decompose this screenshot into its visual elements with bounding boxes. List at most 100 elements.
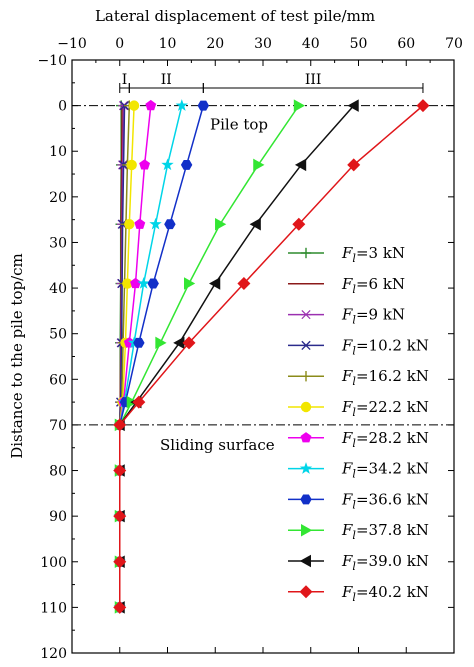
legend-item: Fl=3 kN	[288, 244, 405, 265]
series-11	[113, 99, 359, 614]
y-tick-label: 90	[49, 509, 67, 525]
marker-stroke	[301, 340, 311, 351]
legend-label: Fl=3 kN	[341, 244, 405, 265]
marker-shape	[299, 462, 313, 474]
legend-item: Fl=37.8 kN	[288, 521, 429, 542]
x-tick-label: 50	[350, 36, 368, 52]
marker-shape	[183, 277, 196, 290]
marker-shape	[149, 217, 162, 230]
data-point	[147, 278, 159, 289]
legend-label: Fl=6 kN	[341, 275, 405, 296]
y-tick-label: 30	[49, 235, 67, 251]
legend-label: Fl=9 kN	[341, 306, 405, 327]
data-point	[149, 217, 162, 230]
data-point	[301, 523, 313, 537]
data-point	[300, 432, 312, 443]
y-tick-label: 120	[40, 646, 67, 662]
marker-shape	[132, 395, 146, 409]
data-point	[133, 337, 145, 348]
marker-shape	[294, 158, 307, 172]
marker-shape	[164, 219, 176, 230]
x-tick-label: −10	[57, 36, 87, 52]
series-line	[119, 105, 300, 608]
y-tick-label: −10	[37, 53, 67, 69]
legend: Fl=3 kN Fl=6 kN Fl=9 kN Fl=10.2 kN Fl=16.2 k…	[288, 244, 429, 604]
marker-shape	[155, 336, 167, 350]
data-point	[126, 159, 137, 171]
data-point	[175, 99, 189, 111]
stage-label: I	[122, 72, 128, 88]
marker-shape	[139, 159, 151, 170]
data-point	[113, 600, 127, 614]
marker-shape	[253, 158, 265, 172]
data-point	[416, 99, 430, 113]
data-point	[128, 100, 140, 111]
x-tick-label: 10	[159, 36, 177, 52]
data-point	[301, 340, 311, 351]
data-point	[145, 99, 157, 111]
marker-shape	[301, 523, 313, 537]
legend-item: Fl=10.2 kN	[288, 336, 429, 357]
marker-shape	[133, 337, 145, 348]
data-point	[122, 278, 133, 289]
data-point	[299, 554, 311, 568]
marker-shape	[180, 159, 193, 170]
marker-shape	[113, 600, 127, 614]
legend-item: Fl=9 kN	[288, 306, 405, 327]
data-point	[161, 158, 174, 171]
marker-shape	[113, 418, 127, 432]
data-point	[180, 159, 193, 170]
data-point	[299, 462, 313, 474]
marker-shape	[299, 554, 311, 568]
stage-label: II	[161, 72, 172, 88]
marker-shape	[299, 585, 313, 599]
y-axis-label: Distance to the pile top/cm	[8, 253, 26, 459]
data-point	[299, 585, 313, 599]
legend-label: Fl=40.2 kN	[341, 583, 429, 604]
data-point	[113, 418, 127, 432]
legend-label: Fl=36.6 kN	[341, 490, 429, 511]
data-point	[132, 395, 146, 409]
data-point	[113, 464, 127, 478]
data-point	[215, 217, 227, 231]
marker-shape	[137, 277, 150, 289]
data-point	[249, 217, 261, 231]
marker-shape	[122, 278, 133, 289]
y-tick-label: 20	[49, 190, 67, 206]
marker-shape	[126, 159, 137, 171]
legend-label: Fl=16.2 kN	[341, 367, 429, 388]
marker-shape	[113, 509, 127, 523]
sliding-surface-label: Sliding surface	[160, 436, 275, 454]
data-point	[237, 277, 251, 291]
legend-label: Fl=28.2 kN	[341, 429, 429, 450]
x-tick-label: 40	[302, 36, 320, 52]
marker-shape	[347, 99, 359, 112]
legend-item: Fl=28.2 kN	[288, 429, 429, 450]
y-tick-label: 40	[49, 281, 67, 297]
marker-shape	[300, 432, 312, 443]
data-point	[293, 99, 306, 112]
data-point	[253, 158, 265, 172]
data-point	[300, 401, 312, 413]
y-tick-label: 60	[49, 372, 67, 388]
data-point	[197, 100, 210, 111]
series-line	[119, 105, 183, 608]
x-tick-label: 70	[445, 36, 463, 52]
y-tick-label: 70	[49, 418, 67, 434]
marker-shape	[147, 278, 159, 289]
legend-item: Fl=39.0 kN	[288, 552, 429, 573]
x-axis-ticks: −10 0 10 20 30 40 50 60 70	[57, 36, 463, 653]
marker-shape	[124, 219, 135, 230]
x-tick-label: 60	[397, 36, 415, 52]
marker-shape	[161, 158, 174, 171]
x-tick-label: 20	[206, 36, 224, 52]
stage-label: III	[305, 72, 322, 88]
marker-shape	[249, 217, 261, 231]
reference-lines: Pile top Sliding surface	[72, 105, 454, 454]
y-tick-label: 80	[49, 464, 67, 480]
marker-shape	[292, 217, 306, 231]
legend-label: Fl=34.2 kN	[341, 460, 429, 481]
data-point	[182, 336, 196, 350]
legend-item: Fl=6 kN	[288, 275, 405, 296]
